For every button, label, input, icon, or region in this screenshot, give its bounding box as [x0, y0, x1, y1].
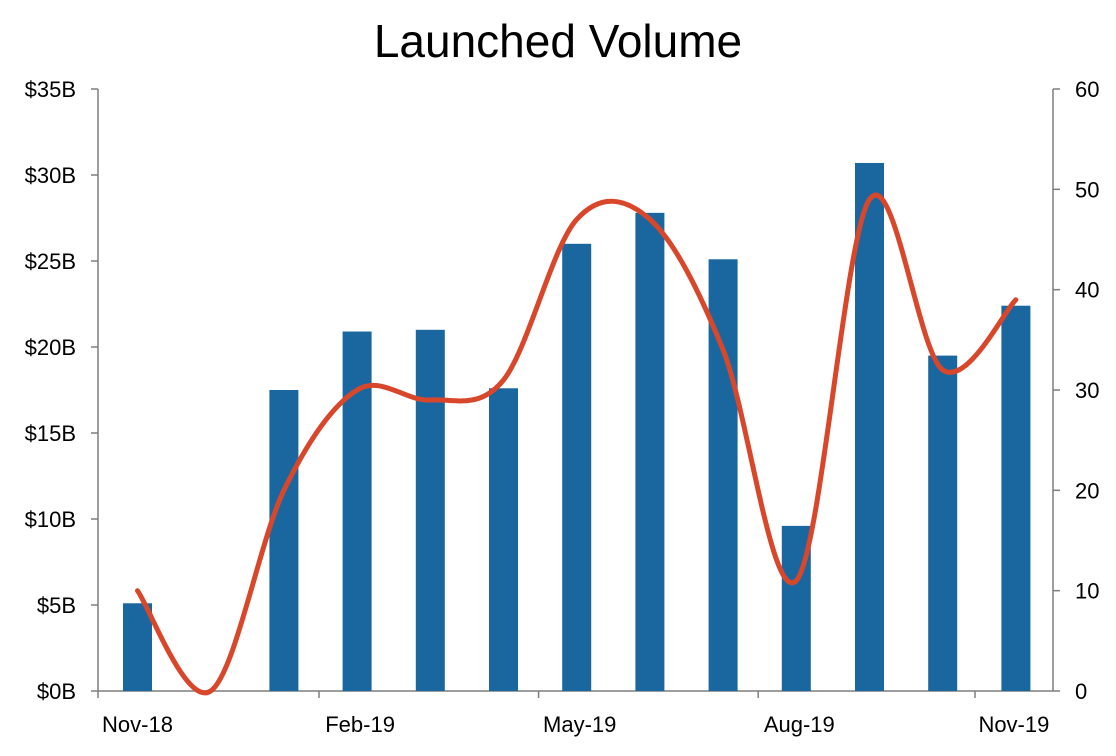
bar [123, 603, 152, 691]
x-tick-label: Nov-18 [102, 712, 173, 737]
y-left-tick-label: $30B [25, 163, 76, 188]
y-left-tick-label: $5B [37, 593, 76, 618]
chart-title: Launched Volume [373, 15, 743, 67]
y-right-tick-label: 30 [1075, 378, 1099, 403]
y-left-tick-label: $10B [25, 507, 76, 532]
y-right-tick-label: 60 [1075, 77, 1099, 102]
bar [1001, 305, 1031, 691]
y-right-tick-label: 20 [1075, 478, 1099, 503]
series-line [135, 192, 1019, 696]
x-tick-label: Feb-19 [325, 712, 395, 737]
y-right-tick-label: 50 [1075, 177, 1099, 202]
y-left-tick-label: $15B [25, 421, 76, 446]
y-right-tick-label: 40 [1075, 278, 1099, 303]
bar [562, 243, 592, 692]
y-left-tick-label: $25B [25, 249, 76, 274]
y-right-tick-label: 10 [1075, 579, 1099, 604]
y-left-tick-label: $35B [25, 77, 76, 102]
bar [415, 329, 445, 691]
bar [635, 212, 665, 691]
bar [855, 162, 884, 691]
y-right-tick-label: 0 [1075, 679, 1087, 704]
bar [489, 388, 518, 691]
y-left-tick-label: $20B [25, 335, 76, 360]
x-tick-label: Aug-19 [764, 712, 835, 737]
y-left-tick-label: $0B [37, 679, 76, 704]
x-tick-label: Nov-19 [978, 712, 1049, 737]
bar [269, 390, 299, 691]
x-tick-label: May-19 [543, 712, 616, 737]
bar [928, 355, 958, 691]
